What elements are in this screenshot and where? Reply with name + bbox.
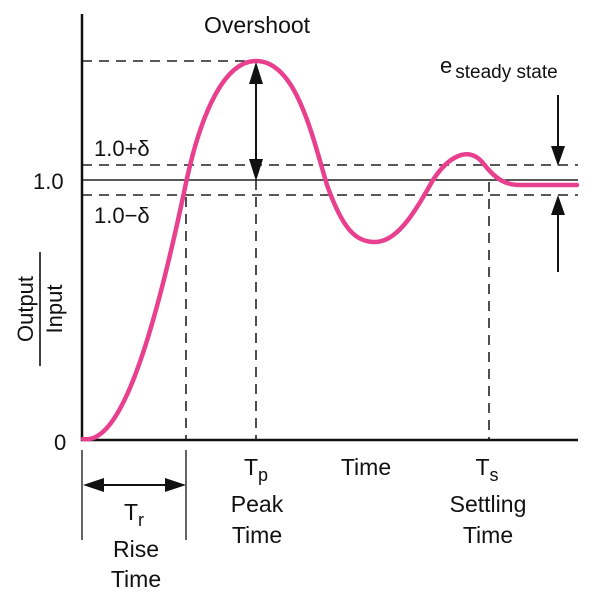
steady-state-arrow-head-top [551,146,565,166]
zero-tick-label: 0 [54,430,66,455]
response-curve [83,61,577,439]
settling-time-symbol-sub: s [490,465,499,485]
final-value-tick-label: 1.0 [33,169,64,194]
steady-state-error-main: e [440,53,452,78]
steady-state-error-label: e steady state [440,53,558,83]
lower-band-label: 1.0−δ [94,203,150,228]
peak-time-symbol-sub: p [258,465,268,485]
rise-time-label-line1: Rise [113,536,159,562]
rise-time-arrow-head-right [165,478,186,492]
settling-time-label-line2: Time [463,522,513,548]
rise-time-symbol-main: T [124,499,138,525]
peak-time-label-line2: Time [232,522,282,548]
rise-time-label-line2: Time [111,566,161,592]
peak-time-symbol: Tp [244,454,268,485]
steady-state-error-sub: steady state [455,62,557,83]
rise-time-symbol: Tr [124,499,144,530]
y-label-numerator: Output [13,276,38,342]
upper-band-label: 1.0+δ [94,136,150,161]
steady-state-arrow-head-bottom [551,195,565,215]
overshoot-label: Overshoot [204,12,311,38]
x-axis-label: Time [341,454,391,480]
y-label-denominator: Input [42,285,67,334]
rise-time-symbol-sub: r [138,510,144,530]
overshoot-arrow-head-down [249,159,263,181]
peak-time-symbol-main: T [244,454,258,480]
overshoot-arrow-head-up [249,62,263,84]
peak-time-label-line1: Peak [231,491,284,517]
rise-time-arrow-head-left [83,478,104,492]
settling-time-label-line1: Settling [450,491,527,517]
settling-time-symbol-main: T [475,454,489,480]
settling-time-symbol: Ts [475,454,498,485]
